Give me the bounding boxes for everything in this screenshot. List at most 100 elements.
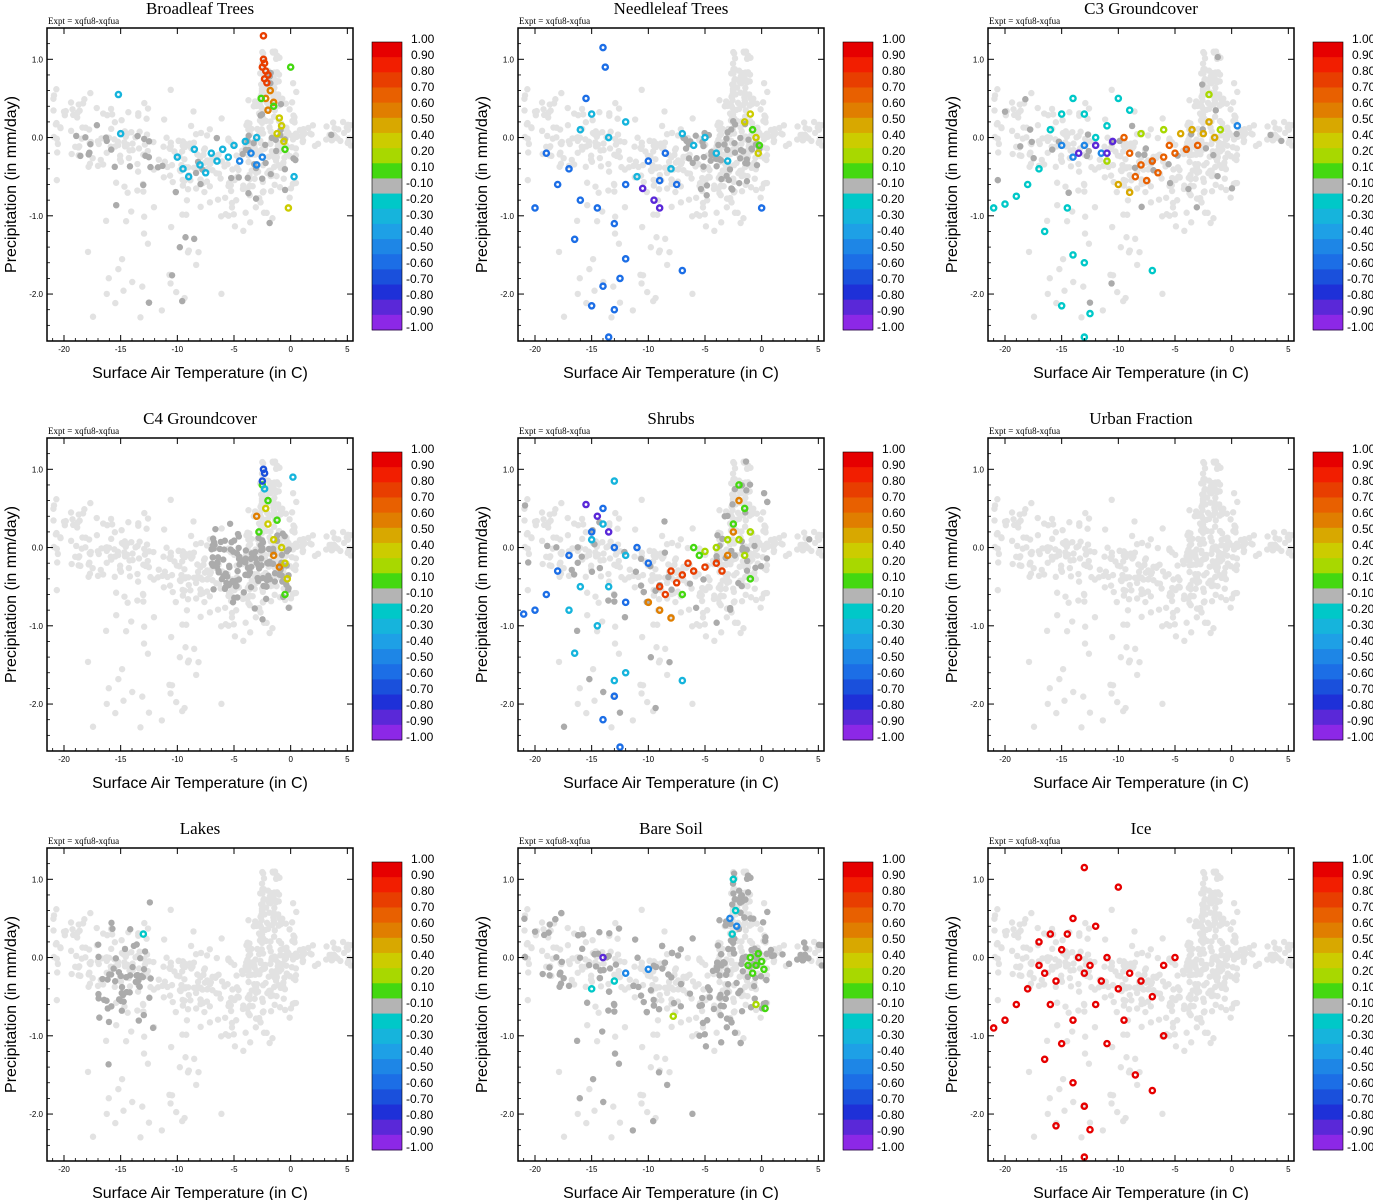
background-point	[1138, 590, 1145, 598]
colorbar-swatch	[1313, 497, 1343, 514]
background-point	[524, 119, 531, 127]
background-point	[276, 184, 284, 191]
colorbar-swatch	[1313, 618, 1343, 635]
background-point	[1125, 595, 1133, 603]
colorbar-swatch	[372, 603, 402, 620]
background-point	[144, 240, 152, 247]
insignificant-point	[1202, 145, 1210, 152]
colored-point	[1040, 227, 1049, 236]
background-point	[289, 79, 297, 87]
background-point	[1200, 66, 1207, 73]
colored-point	[678, 571, 687, 579]
background-point	[688, 585, 695, 592]
colored-point	[542, 149, 551, 157]
background-point	[595, 599, 602, 606]
background-point	[541, 111, 548, 119]
background-point	[1048, 105, 1056, 113]
insignificant-point	[250, 139, 257, 147]
background-point	[574, 290, 581, 298]
background-point	[729, 60, 737, 67]
background-point	[225, 212, 232, 219]
insignificant-point	[763, 555, 771, 562]
colored-point	[258, 153, 267, 161]
background-point	[1069, 618, 1076, 625]
experiment-label: Expt = xqfu8-xqfua	[519, 16, 590, 26]
colored-point	[616, 743, 624, 751]
colored-point	[593, 512, 602, 521]
data-points	[50, 32, 353, 321]
insignificant-point	[85, 151, 92, 158]
background-point	[743, 77, 750, 84]
x-tick-label: 0	[1229, 345, 1234, 354]
colored-point	[252, 512, 261, 521]
background-point	[173, 972, 181, 979]
background-point	[610, 283, 617, 290]
insignificant-point	[281, 165, 289, 173]
background-point	[1187, 629, 1195, 636]
background-point	[163, 134, 170, 141]
background-point	[1038, 566, 1045, 574]
background-point	[140, 213, 148, 220]
background-point	[267, 140, 274, 148]
colored-point	[729, 520, 738, 528]
background-point	[1120, 552, 1127, 559]
insignificant-point	[1228, 185, 1236, 192]
background-point	[105, 685, 112, 692]
background-point	[661, 108, 668, 115]
colorbar-swatch	[843, 314, 873, 331]
colored-point	[757, 204, 766, 212]
background-point	[1038, 156, 1045, 164]
background-point	[717, 131, 725, 138]
colored-point	[587, 301, 596, 310]
colorbar-swatch	[1313, 223, 1343, 240]
insignificant-point	[726, 166, 734, 173]
background-point	[770, 138, 777, 146]
background-point	[1201, 465, 1209, 472]
background-point	[688, 213, 696, 220]
background-point	[1185, 119, 1192, 126]
background-point	[1075, 160, 1082, 168]
background-point	[757, 194, 764, 201]
insignificant-point	[525, 559, 532, 566]
colored-point	[1125, 149, 1134, 157]
insignificant-point	[259, 616, 266, 623]
background-point	[638, 280, 645, 287]
background-point	[50, 502, 58, 509]
background-point	[93, 924, 100, 932]
background-point	[568, 156, 575, 164]
background-point	[79, 124, 86, 131]
background-point	[1216, 527, 1224, 535]
background-point	[652, 165, 660, 172]
background-point	[703, 607, 711, 614]
background-point	[1039, 545, 1046, 552]
background-point	[1165, 571, 1172, 578]
background-point	[699, 204, 707, 211]
background-point	[671, 146, 679, 154]
colorbar-swatch	[843, 542, 873, 559]
insignificant-point	[228, 174, 235, 182]
background-point	[1208, 188, 1216, 195]
background-point	[337, 547, 344, 555]
background-point	[239, 595, 247, 603]
background-point	[1221, 132, 1228, 140]
background-point	[192, 185, 200, 192]
colored-point	[684, 559, 692, 567]
insignificant-point	[182, 234, 189, 241]
background-point	[125, 109, 132, 116]
background-point	[558, 138, 566, 146]
colorbar-label: -0.60	[877, 256, 905, 270]
insignificant-point	[735, 579, 742, 587]
colored-point	[667, 614, 675, 622]
background-point	[612, 509, 619, 517]
background-point	[53, 176, 61, 184]
background-point	[579, 521, 587, 528]
x-axis-label: Surface Air Temperature (in C)	[92, 365, 308, 382]
background-point	[172, 598, 179, 606]
colored-point	[1131, 172, 1140, 181]
background-point	[779, 541, 786, 548]
background-point	[521, 517, 528, 524]
colorbar-swatch	[843, 649, 873, 665]
background-point	[730, 66, 737, 73]
background-point	[111, 573, 118, 581]
background-point	[1081, 181, 1088, 189]
